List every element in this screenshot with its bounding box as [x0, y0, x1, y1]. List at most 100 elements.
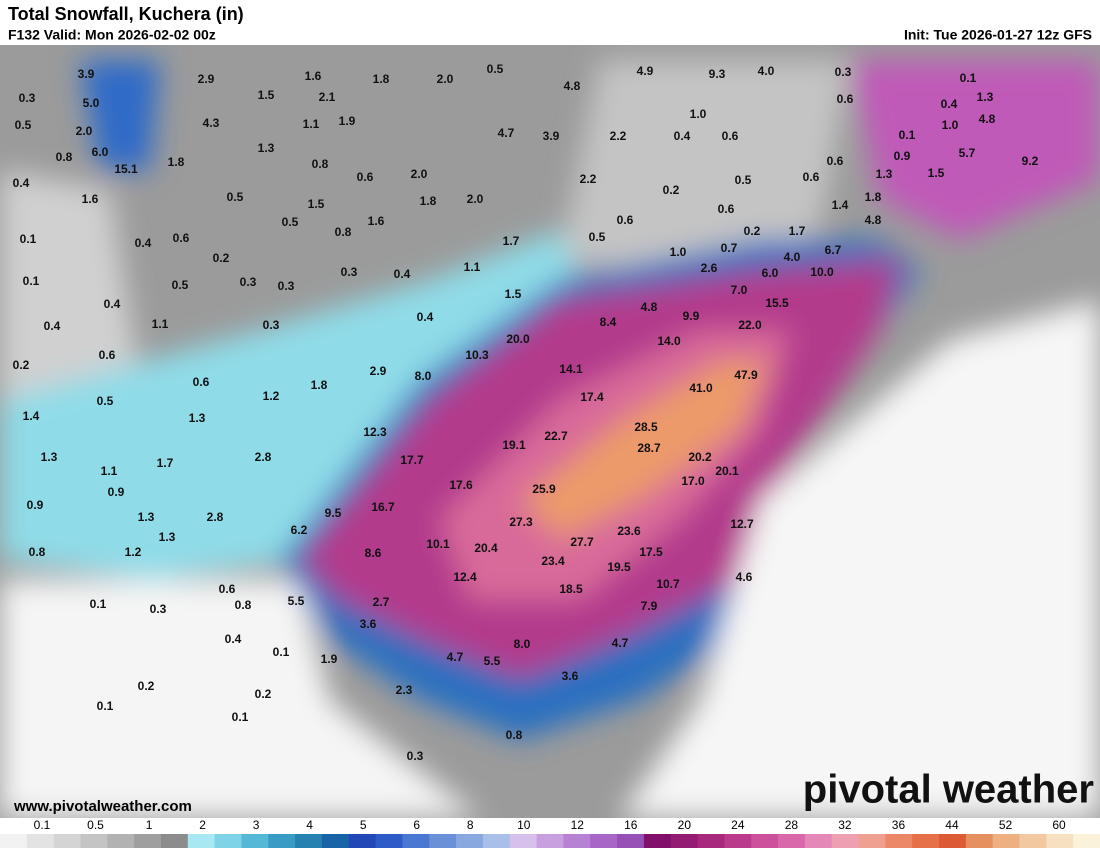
colorbar-cell	[885, 834, 913, 848]
colorbar-cell	[295, 834, 323, 848]
snowfall-label: 1.2	[125, 545, 142, 559]
colorbar-cell	[509, 834, 538, 848]
snowfall-label: 4.8	[564, 79, 581, 93]
snowfall-label: 4.8	[865, 213, 882, 227]
init-time: Init: Tue 2026-01-27 12z GFS	[904, 27, 1092, 43]
snowfall-label: 1.1	[303, 117, 320, 131]
colorbar-tick-label: 8	[467, 818, 474, 832]
snowfall-label: 6.0	[762, 266, 779, 280]
snowfall-label: 1.2	[263, 389, 280, 403]
snowfall-label: 1.7	[157, 456, 174, 470]
snowfall-label: 0.5	[589, 230, 606, 244]
snowfall-label: 28.5	[634, 420, 658, 434]
snowfall-label: 1.4	[23, 409, 40, 423]
colorbar-cell	[1046, 834, 1074, 848]
snowfall-label: 1.8	[420, 194, 437, 208]
snowfall-label: 0.4	[13, 176, 30, 190]
snowfall-label: 5.5	[288, 594, 305, 608]
snowfall-label: 17.7	[400, 453, 424, 467]
colorbar-cell	[724, 834, 752, 848]
snowfall-label: 12.7	[730, 517, 754, 531]
snowfall-label: 0.9	[108, 485, 125, 499]
snowfall-label: 2.2	[580, 172, 597, 186]
snowfall-label: 3.6	[360, 617, 377, 631]
snowfall-label: 1.3	[876, 167, 893, 181]
snowfall-label: 1.6	[368, 214, 385, 228]
snowfall-label: 0.2	[13, 358, 30, 372]
title: Total Snowfall, Kuchera (in)	[8, 4, 244, 24]
snowfall-label: 0.4	[674, 129, 691, 143]
colorbar-cell	[831, 834, 860, 848]
snowfall-label: 9.9	[683, 309, 700, 323]
snowfall-label: 0.8	[312, 157, 329, 171]
colorbar-cell	[778, 834, 806, 848]
colorbar-cell	[992, 834, 1021, 848]
snowfall-label: 0.3	[150, 602, 167, 616]
snowfall-label: 1.3	[138, 510, 155, 524]
colorbar-cell	[670, 834, 699, 848]
snowfall-label: 4.9	[637, 64, 654, 78]
snowfall-label: 4.0	[784, 250, 801, 264]
colorbar-tick-label: 2	[199, 818, 206, 832]
snowfall-label: 6.2	[291, 523, 308, 537]
snowfall-label: 9.2	[1022, 154, 1039, 168]
colorbar-cell	[187, 834, 216, 848]
colorbar-cell	[348, 834, 377, 848]
snowfall-label: 0.3	[240, 275, 257, 289]
snowfall-label: 1.1	[464, 260, 481, 274]
snowfall-label: 12.4	[453, 570, 477, 584]
snowfall-label: 23.4	[541, 554, 565, 568]
snowfall-label: 0.1	[960, 71, 977, 85]
colorbar-tick-label: 12	[571, 818, 585, 832]
snowfall-label: 0.5	[487, 62, 504, 76]
snowfall-label: 2.9	[370, 364, 387, 378]
snowfall-label: 1.1	[152, 317, 169, 331]
snowfall-label: 15.1	[114, 162, 138, 176]
snowfall-label: 0.4	[417, 310, 434, 324]
snowfall-label: 8.0	[415, 369, 432, 383]
snowfall-label: 1.3	[977, 90, 994, 104]
colorbar-cell	[1019, 834, 1047, 848]
colorbar-cell	[241, 834, 269, 848]
brand-watermark: pivotal weather	[803, 768, 1094, 812]
colorbar-tick-label: 28	[785, 818, 799, 832]
colorbar-cell	[268, 834, 296, 848]
snowfall-label: 1.4	[832, 198, 849, 212]
snowfall-label: 23.6	[617, 524, 641, 538]
snowfall-label: 0.5	[282, 215, 299, 229]
snowfall-label: 4.7	[447, 650, 464, 664]
colorbar-cell	[912, 834, 940, 848]
snowfall-label: 2.2	[610, 129, 627, 143]
snowfall-label: 1.6	[82, 192, 99, 206]
snowfall-label: 2.8	[207, 510, 224, 524]
snowfall-label: 10.7	[656, 577, 680, 591]
snowfall-label: 0.5	[97, 394, 114, 408]
snowfall-label: 0.8	[235, 598, 252, 612]
snowfall-label: 17.4	[580, 390, 604, 404]
snowfall-label: 4.3	[203, 116, 220, 130]
snowfall-label: 4.8	[979, 112, 996, 126]
snowfall-label: 0.8	[335, 225, 352, 239]
colorbar-cell	[214, 834, 242, 848]
colorbar-tick-label: 32	[838, 818, 852, 832]
snowfall-label: 22.7	[544, 429, 568, 443]
snowfall-label: 2.7	[373, 595, 390, 609]
header-bg	[0, 0, 1100, 45]
snowfall-label: 2.3	[396, 683, 413, 697]
snowfall-label: 0.1	[232, 710, 249, 724]
colorbar-tick-label: 4	[306, 818, 313, 832]
snowfall-label: 0.8	[56, 150, 73, 164]
colorbar-cell	[563, 834, 591, 848]
snowfall-label: 0.6	[722, 129, 739, 143]
colorbar-cell	[80, 834, 108, 848]
valid-time: F132 Valid: Mon 2026-02-02 00z	[8, 27, 216, 43]
snowfall-label: 2.0	[76, 124, 93, 138]
colorbar-tick-label: 0.5	[87, 818, 104, 832]
colorbar-cell	[402, 834, 430, 848]
snowfall-label: 1.5	[258, 88, 275, 102]
snowfall-label: 19.1	[502, 438, 526, 452]
colorbar-tick-label: 16	[624, 818, 638, 832]
snowfall-label: 0.6	[99, 348, 116, 362]
